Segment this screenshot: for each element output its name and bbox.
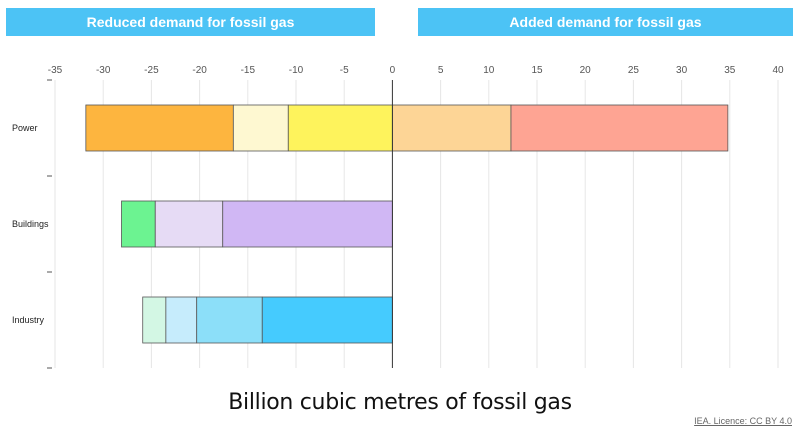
reduced-demand-header: Reduced demand for fossil gas [6, 8, 375, 36]
bar-segment [232, 104, 289, 152]
bar-segment [287, 104, 393, 152]
x-tick-label: 25 [628, 65, 640, 76]
bar-segment [391, 104, 512, 152]
bar-segment [510, 104, 729, 152]
bar-segment [165, 296, 198, 344]
axes [47, 79, 393, 369]
x-tick-label: 10 [483, 65, 495, 76]
x-tick-label: -15 [241, 65, 256, 76]
x-tick-label: -30 [96, 65, 111, 76]
x-tick-label: 40 [772, 65, 784, 76]
bar-segment [222, 200, 393, 248]
x-tick-label: 0 [390, 65, 396, 76]
x-tick-label: -10 [289, 65, 304, 76]
x-tick-label: -35 [48, 65, 63, 76]
x-tick-label: 5 [438, 65, 444, 76]
x-tick-label: 20 [580, 65, 592, 76]
x-axis-ticks: -35 -30 -25 -20 -15 -10 -5 0 5 10 15 20 25 30 35 40 [48, 65, 784, 76]
category-label: Power [12, 123, 38, 133]
category-label: Industry [12, 315, 45, 325]
bar-segment [196, 296, 263, 344]
bar-segment [261, 296, 393, 344]
bar-segment [121, 200, 156, 248]
x-axis-title: Billion cubic metres of fossil gas [228, 390, 572, 415]
x-tick-label: -20 [192, 65, 207, 76]
x-tick-label: 30 [676, 65, 688, 76]
bars [85, 104, 729, 344]
x-tick-label: -25 [144, 65, 159, 76]
x-tick-label: 35 [724, 65, 736, 76]
category-label: Buildings [12, 219, 49, 229]
x-tick-label: 15 [531, 65, 543, 76]
added-demand-header: Added demand for fossil gas [418, 8, 793, 36]
bar-segment [154, 200, 224, 248]
licence-credit-link[interactable]: IEA. Licence: CC BY 4.0 [694, 416, 792, 426]
bar-segment [85, 104, 234, 152]
category-labels: Power Buildings Industry [12, 123, 49, 325]
bar-segment [142, 296, 167, 344]
x-tick-label: -5 [340, 65, 349, 76]
